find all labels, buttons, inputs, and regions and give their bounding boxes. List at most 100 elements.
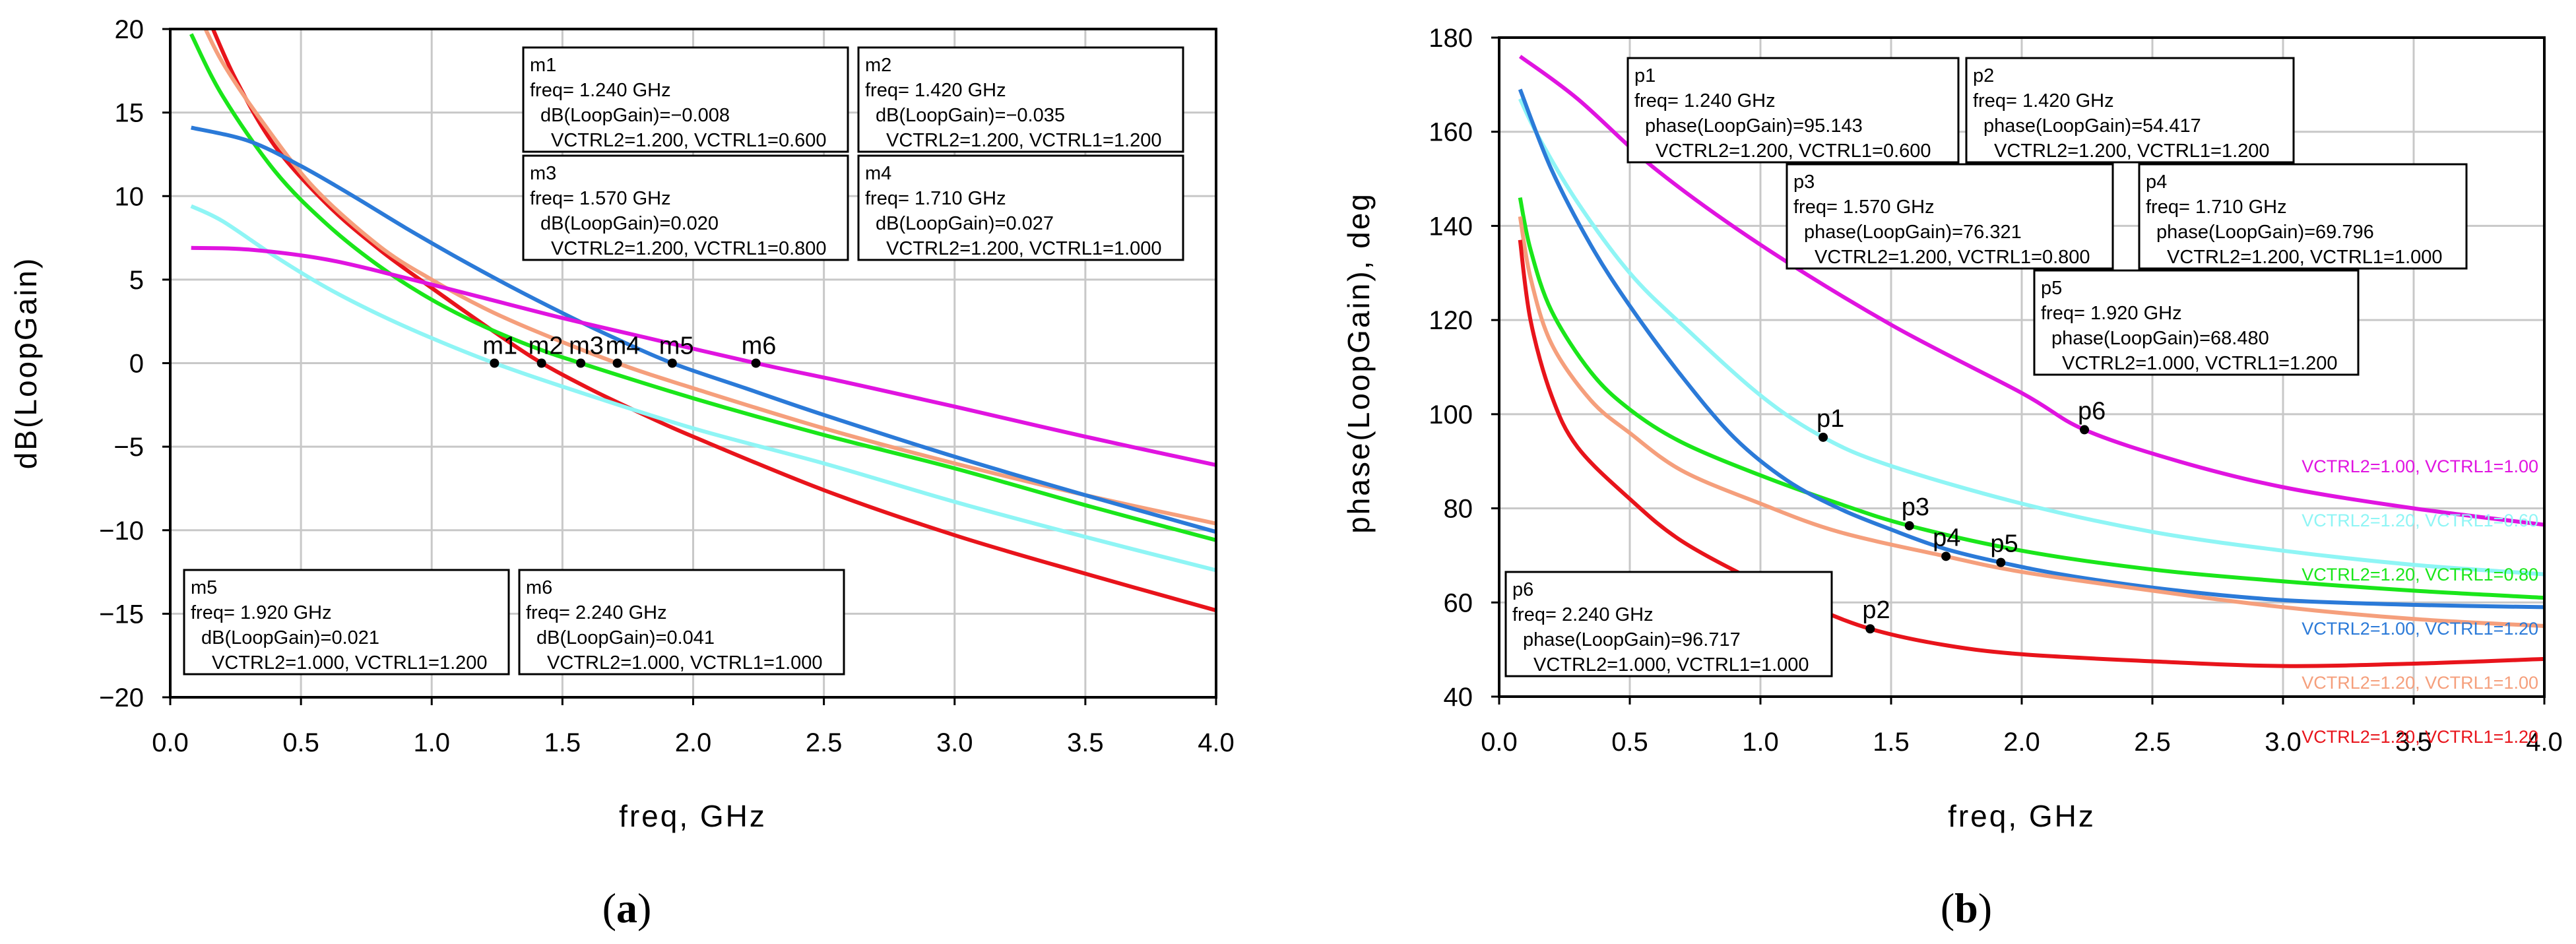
annotation-line-m1-2: dB(LoopGain)=−0.008: [540, 105, 730, 126]
marker-label-p2: p2: [1862, 596, 1890, 624]
annotation-box-p4: [2138, 163, 2468, 270]
annotation-box-p6: [1504, 571, 1833, 677]
annotation-line-p2-2: phase(LoopGain)=54.417: [1983, 115, 2201, 137]
marker-label-m3: m3: [569, 332, 604, 360]
annotation-line-m5-2: dB(LoopGain)=0.021: [201, 627, 379, 648]
annotation-line-m3-0: m3: [530, 163, 556, 184]
annotation-line-p6-1: freq= 2.240 GHz: [1512, 604, 1654, 625]
annotation-box-m1: [522, 46, 849, 153]
marker-dot-m1: [490, 358, 499, 368]
series-group-b: [1518, 55, 2544, 668]
annotation-line-m5-1: freq= 1.920 GHz: [191, 602, 332, 623]
annotation-line-m3-3: VCTRL2=1.200, VCTRL1=0.800: [551, 238, 827, 259]
marker-dot-m6: [751, 358, 761, 368]
series-line-b-vctrl2-1-00-vctrl1-1-00: [1518, 55, 2544, 527]
marker-label-m6: m6: [742, 332, 777, 360]
y-tick-label-b-40: 40: [1444, 683, 1473, 712]
series-line-b-vctrl2-1-20-vctrl1-0-80: [1518, 197, 2544, 600]
x-tick-label-a-3-5: 3.5: [1067, 728, 1104, 757]
marker-dot-m3: [576, 358, 586, 368]
figure-caption-a: (a): [602, 885, 652, 931]
annotation-line-p4-3: VCTRL2=1.200, VCTRL1=1.000: [2167, 247, 2443, 268]
annotation-line-p1-2: phase(LoopGain)=95.143: [1645, 115, 1863, 137]
annotation-line-m5-0: m5: [191, 577, 217, 598]
marker-label-m4: m4: [606, 332, 641, 360]
annotation-line-m4-3: VCTRL2=1.200, VCTRL1=1.000: [886, 238, 1162, 259]
annotation-line-p4-2: phase(LoopGain)=69.796: [2156, 222, 2374, 243]
annotation-line-m3-2: dB(LoopGain)=0.020: [540, 213, 719, 234]
series-line-b-vctrl2-1-00-vctrl1-1-20: [1518, 88, 2544, 610]
annotation-line-m2-3: VCTRL2=1.200, VCTRL1=1.200: [886, 130, 1162, 151]
y-tick-label-b-160: 160: [1429, 118, 1473, 147]
marker-label-p4: p4: [1933, 524, 1960, 551]
marker-dot-m2: [536, 358, 546, 368]
x-axis-label-a: freq, GHz: [619, 799, 767, 833]
annotation-line-m2-0: m2: [865, 55, 891, 76]
x-tick-label-a-3-0: 3.0: [936, 728, 973, 757]
y-tick-label-b-140: 140: [1429, 212, 1473, 241]
series-line-a-vctrl2-1-20-vctrl1-0-80: [189, 33, 1216, 542]
x-tick-label-b-4-0: 4.0: [2526, 728, 2563, 757]
x-tick-label-a-1-0: 1.0: [413, 728, 450, 757]
marker-dot-m4: [612, 358, 622, 368]
x-tick-label-b-0-5: 0.5: [1611, 728, 1648, 757]
y-tick-label-a-20: 20: [115, 15, 145, 44]
x-tick-label-b-1-5: 1.5: [1873, 728, 1910, 757]
marker-dot-p1: [1819, 432, 1828, 442]
annotation-line-m6-3: VCTRL2=1.000, VCTRL1=1.000: [547, 652, 823, 674]
annotation-box-p5: [2033, 269, 2360, 376]
annotation-line-m3-1: freq= 1.570 GHz: [530, 188, 671, 209]
annotation-line-p1-3: VCTRL2=1.200, VCTRL1=0.600: [1656, 141, 1931, 162]
annotation-box-p1: [1626, 57, 1960, 164]
x-tick-label-b-1-0: 1.0: [1742, 728, 1779, 757]
y-tick-label-a-10: −10: [99, 517, 144, 546]
annotation-line-m4-0: m4: [865, 163, 891, 184]
y-tick-label-a-15: −15: [99, 600, 144, 629]
figure-caption-b: (b): [1941, 885, 1992, 931]
marker-dot-p4: [1941, 551, 1951, 561]
annotation-line-p2-1: freq= 1.420 GHz: [1973, 90, 2114, 111]
x-tick-label-a-2-5: 2.5: [806, 728, 843, 757]
annotation-line-m4-2: dB(LoopGain)=0.027: [876, 213, 1054, 234]
y-tick-label-b-180: 180: [1429, 24, 1473, 53]
y-tick-label-a-15: 15: [115, 99, 145, 128]
annotation-line-m6-2: dB(LoopGain)=0.041: [536, 627, 715, 648]
x-tick-label-b-0-0: 0.0: [1481, 728, 1518, 757]
marker-dot-p2: [1865, 624, 1875, 634]
annotation-line-m2-1: freq= 1.420 GHz: [865, 80, 1006, 101]
y-axis-label-b: phase(LoopGain), deg: [1341, 192, 1376, 534]
x-tick-label-b-2-5: 2.5: [2134, 728, 2171, 757]
y-tick-label-a-0: 0: [129, 350, 144, 379]
legend-entry-vctrl2-1-20-vctrl1-1-00: VCTRL2=1.20, VCTRL1=1.00: [2302, 673, 2538, 693]
annotation-line-m6-0: m6: [526, 577, 552, 598]
annotation-line-p5-3: VCTRL2=1.000, VCTRL1=1.200: [2062, 353, 2338, 374]
marker-label-p3: p3: [1902, 493, 1929, 521]
annotation-line-m2-2: dB(LoopGain)=−0.035: [876, 105, 1065, 126]
chart-b: 0.0 0.5 1.0 1.5 2.0 2.5 3.0 3.5 4.0 180 160 140 120 1…: [1341, 24, 2563, 931]
legend-entry-vctrl2-1-00-vctrl1-1-00: VCTRL2=1.00, VCTRL1=1.00: [2302, 456, 2538, 476]
annotation-line-m1-0: m1: [530, 55, 556, 76]
annotation-box-m3: [522, 154, 849, 261]
series-line-a-vctrl2-1-20-vctrl1-0-60: [190, 204, 1216, 573]
marker-label-p6: p6: [2078, 397, 2106, 425]
x-axis-label-b: freq, GHz: [1948, 799, 2096, 833]
annotation-line-p2-3: VCTRL2=1.200, VCTRL1=1.200: [1994, 141, 2270, 162]
annotation-line-m5-3: VCTRL2=1.000, VCTRL1=1.200: [212, 652, 488, 674]
y-tick-label-b-80: 80: [1444, 495, 1473, 524]
x-tick-label-b-3-0: 3.0: [2265, 728, 2302, 757]
legend-entry-vctrl2-1-20-vctrl1-0-80: VCTRL2=1.20, VCTRL1=0.80: [2302, 565, 2538, 584]
annotation-line-p3-1: freq= 1.570 GHz: [1793, 197, 1935, 218]
annotation-line-m1-1: freq= 1.240 GHz: [530, 80, 671, 101]
annotation-line-p6-2: phase(LoopGain)=96.717: [1523, 629, 1741, 650]
series-line-a-vctrl2-1-00-vctrl1-1-20: [191, 125, 1216, 534]
y-tick-label-a-5: 5: [129, 266, 144, 295]
marker-label-p1: p1: [1817, 405, 1844, 433]
plot-frame-b: [1498, 36, 2546, 698]
series-group-a: [189, 29, 1216, 613]
annotation-line-p3-2: phase(LoopGain)=76.321: [1804, 222, 2022, 243]
annotation-line-p4-1: freq= 1.710 GHz: [2146, 197, 2287, 218]
series-line-a-vctrl2-1-00-vctrl1-1-00: [191, 245, 1216, 467]
annotation-box-p3: [1786, 163, 2114, 270]
marker-label-m2: m2: [529, 332, 564, 360]
